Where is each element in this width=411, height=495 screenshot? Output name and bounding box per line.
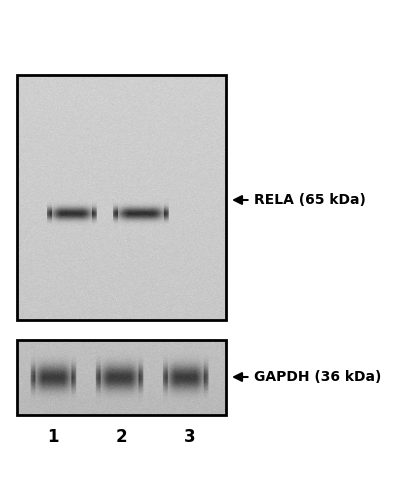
Text: GAPDH (36 kDa): GAPDH (36 kDa): [254, 370, 382, 384]
Text: 1: 1: [48, 428, 59, 446]
Text: 3: 3: [184, 428, 195, 446]
Text: 2: 2: [115, 428, 127, 446]
Bar: [18, 340, 226, 415]
Bar: [18, 75, 226, 320]
Text: RELA (65 kDa): RELA (65 kDa): [254, 193, 366, 207]
